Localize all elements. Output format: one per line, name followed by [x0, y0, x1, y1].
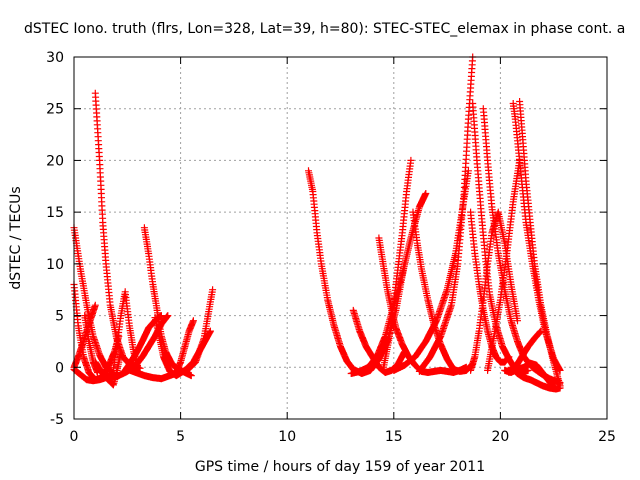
y-tick-label: 30	[46, 50, 64, 66]
y-tick-label: 5	[55, 309, 64, 325]
series-layer	[70, 53, 564, 393]
series-s29	[516, 98, 564, 390]
y-tick-label: 10	[46, 257, 64, 273]
x-axis-label: GPS time / hours of day 159 of year 2011	[195, 459, 485, 475]
x-tick-label: 10	[278, 429, 296, 445]
series-s27	[484, 156, 524, 374]
x-tick-label: 5	[176, 429, 185, 445]
series-points	[507, 363, 564, 393]
series-s22	[415, 53, 477, 375]
x-tick-label: 25	[598, 429, 616, 445]
series-points	[484, 156, 524, 374]
y-tick-label: 20	[46, 153, 64, 169]
plot-frame	[73, 56, 608, 420]
y-tick-label: -5	[50, 412, 64, 428]
y-tick-label: 25	[46, 102, 64, 118]
series-s32	[507, 363, 564, 393]
series-points	[305, 167, 408, 377]
series-points	[379, 156, 415, 373]
grid	[74, 57, 607, 419]
y-tick-label: 0	[55, 360, 64, 376]
y-axis-label: dSTEC / TECUs	[8, 186, 24, 289]
x-tick-label: 0	[70, 429, 79, 445]
x-tick-label: 15	[385, 429, 403, 445]
x-tick-label: 20	[491, 429, 509, 445]
series-s15	[305, 167, 408, 377]
axis-ticks: 0 5 10 15 20 25 -5 0 5 10 15 20 25 30	[46, 50, 616, 445]
series-s14	[172, 317, 197, 376]
series-points	[172, 317, 197, 376]
series-points	[516, 98, 564, 390]
series-s19	[379, 156, 415, 373]
chart-title: dSTEC Iono. truth (flrs, Lon=328, Lat=39…	[24, 21, 625, 37]
series-points	[140, 224, 195, 380]
series-s10	[140, 224, 195, 380]
y-tick-label: 15	[46, 205, 64, 221]
series-points	[415, 53, 477, 375]
